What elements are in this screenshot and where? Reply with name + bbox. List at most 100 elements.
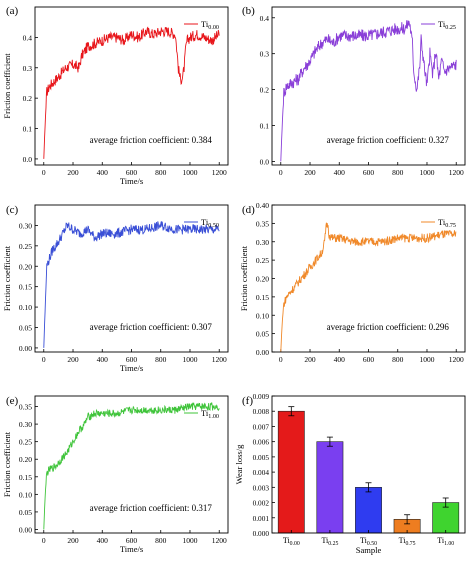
x-tick-label: 1000 (182, 536, 197, 545)
panel-6: (f) 0.000 0.001 0.002 0.003 0.004 0.005 0.006 0.… (234, 392, 466, 555)
y-tick-label: 0.30 (19, 221, 32, 230)
x-tick-label: 1200 (449, 168, 464, 177)
y-tick-label: 0.4 (23, 33, 33, 42)
x-tick-label: 1200 (212, 536, 227, 545)
x-tick-label: 0 (42, 168, 46, 177)
panel-3: (c) 0.00 0.05 0.10 0.15 0.20 0.25 0.30 0 200 400 60… (2, 204, 229, 373)
x-tick-label: 400 (334, 168, 346, 177)
x-tick-label: 0 (42, 536, 46, 545)
panel-label: (b) (242, 5, 255, 17)
panel-5: (e) 0.00 0.05 0.10 0.15 0.20 0.25 0.30 0.35 0 200 4… (2, 395, 229, 554)
x-tick-label: Ti0.75 (399, 536, 416, 547)
legend-label: Ti1.00 (201, 408, 219, 420)
y-axis-label: Friction coefficient (2, 53, 12, 119)
y-tick-label: 0.10 (19, 490, 32, 499)
y-tick-label: 0.004 (253, 468, 270, 477)
panel-1: (a) 0.0 0.1 0.2 0.3 0.4 0 200 400 600 800 1000 1200 T… (2, 5, 229, 186)
x-tick-label: 1200 (449, 355, 464, 364)
y-tick-label: 0.15 (256, 293, 269, 302)
x-tick-label: Ti0.00 (283, 536, 300, 547)
y-tick-label: 0.2 (23, 94, 33, 103)
x-axis-label: Time/s (120, 176, 143, 186)
y-tick-label: 0.25 (256, 256, 269, 265)
x-tick-label: 400 (97, 168, 109, 177)
x-tick-label: 600 (126, 355, 138, 364)
x-tick-label: 800 (155, 168, 167, 177)
y-tick-label: 0.05 (256, 330, 269, 339)
y-tick-label: 0.30 (19, 420, 32, 429)
y-tick-label: 0.25 (19, 242, 32, 251)
x-tick-label: 600 (363, 355, 375, 364)
legend-label-sub: 0.00 (208, 25, 219, 31)
plot-frame (271, 395, 466, 534)
x-tick-label: 400 (97, 355, 109, 364)
y-tick-label: 0.0 (260, 157, 270, 166)
y-tick-label: 0.35 (256, 219, 269, 228)
x-tick-label: 800 (392, 355, 404, 364)
legend-label: Ti0.50 (201, 217, 219, 229)
x-tick-label-base: Ti (399, 536, 407, 545)
y-tick-label: 0.000 (253, 529, 270, 538)
y-tick-label: 0.1 (23, 125, 33, 134)
x-tick-label: 400 (97, 536, 109, 545)
legend-label: Ti0.00 (201, 19, 219, 31)
x-tick-label: 1000 (419, 355, 434, 364)
panel-4: (d) 0.00 0.05 0.10 0.15 0.20 0.25 0.30 0.35 0.40 0… (239, 201, 466, 364)
average-annotation: average friction coefficient: 0.317 (90, 503, 213, 513)
x-tick-label: 200 (304, 355, 316, 364)
x-tick-label: 200 (67, 168, 79, 177)
legend-label: Ti0.25 (438, 19, 456, 31)
y-axis-label: Friction coefficient (239, 245, 249, 311)
series-line (43, 221, 220, 348)
y-tick-label: 0.008 (253, 407, 270, 416)
x-axis-label: Sample (356, 545, 382, 555)
x-tick-label: 0 (42, 355, 46, 364)
legend-label-base: Ti (201, 19, 209, 29)
x-tick-label: 1000 (182, 355, 197, 364)
panel-label: (f) (242, 395, 253, 407)
x-tick-label: 800 (155, 355, 167, 364)
x-tick-label: 600 (126, 536, 138, 545)
average-annotation: average friction coefficient: 0.296 (327, 322, 450, 332)
x-tick-label: 200 (304, 168, 316, 177)
x-tick-label: 1200 (212, 355, 227, 364)
legend-label-sub: 1.00 (208, 414, 219, 420)
legend-label-base: Ti (438, 217, 446, 227)
y-tick-label: 0.2 (260, 86, 270, 95)
y-tick-label: 0.007 (253, 422, 270, 431)
y-tick-label: 0.1 (260, 122, 270, 131)
average-annotation: average friction coefficient: 0.384 (90, 135, 213, 145)
legend-label-sub: 0.25 (445, 25, 456, 31)
x-tick-label: 800 (392, 168, 404, 177)
x-tick-label-sub: 0.75 (405, 541, 415, 547)
x-tick-label-sub: 0.00 (290, 541, 300, 547)
x-tick-label: 400 (334, 355, 346, 364)
x-tick-label-base: Ti (321, 536, 329, 545)
plot-frame (34, 395, 229, 534)
y-tick-label: 0.20 (256, 275, 269, 284)
y-tick-label: 0.0 (23, 155, 33, 164)
x-tick-label: Ti0.25 (321, 536, 338, 547)
plot-frame (271, 6, 466, 166)
x-tick-label: 1000 (182, 168, 197, 177)
x-tick-label: 600 (363, 168, 375, 177)
x-tick-label: 0 (279, 355, 283, 364)
y-tick-label: 0.002 (253, 499, 270, 508)
y-tick-label: 0.005 (253, 453, 270, 462)
y-axis-label: Friction coefficient (2, 431, 12, 497)
bar (277, 410, 305, 534)
average-annotation: average friction coefficient: 0.307 (90, 322, 213, 332)
y-tick-label: 0.05 (19, 324, 32, 333)
y-tick-label: 0.3 (260, 50, 270, 59)
y-tick-label: 0.003 (253, 483, 270, 492)
series-line (280, 20, 457, 162)
plot-frame (34, 6, 229, 166)
y-tick-label: 0.001 (253, 514, 270, 523)
panel-label: (d) (242, 204, 255, 216)
series-line (43, 402, 220, 530)
y-tick-label: 0.00 (19, 525, 32, 534)
y-tick-label: 0.30 (256, 238, 269, 247)
legend-label-sub: 0.75 (445, 223, 456, 229)
y-tick-label: 0.006 (253, 438, 270, 447)
panel-2: (b) 0.0 0.1 0.2 0.3 0.4 0 200 400 600 800 1000 1200 T… (242, 5, 466, 177)
